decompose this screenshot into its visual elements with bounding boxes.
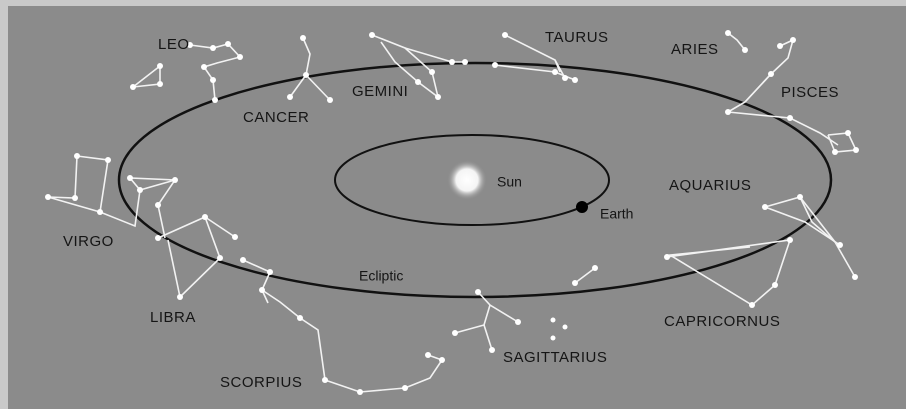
sun [447, 160, 487, 200]
ecliptic-label: Ecliptic [359, 268, 403, 284]
constellation-label: SAGITTARIUS [503, 349, 607, 366]
page: LEO CANCER GEMINI TAURUS ARIES PISCES AQ… [0, 0, 906, 409]
constellation-label: GEMINI [352, 83, 408, 100]
constellation-label: CANCER [243, 109, 309, 126]
constellation-label: SCORPIUS [220, 374, 302, 391]
constellation-label: TAURUS [545, 29, 609, 46]
constellation-label: VIRGO [63, 233, 114, 250]
constellation-label: AQUARIUS [669, 177, 751, 194]
constellation-label: PISCES [781, 84, 839, 101]
constellation-label: CAPRICORNUS [664, 313, 780, 330]
constellation-label: LEO [158, 36, 190, 53]
constellation-label: LIBRA [150, 309, 196, 326]
zodiac-diagram: LEO CANCER GEMINI TAURUS ARIES PISCES AQ… [0, 0, 906, 409]
constellation-label: ARIES [671, 41, 719, 58]
earth-label: Earth [600, 206, 633, 222]
earth [576, 201, 588, 213]
background [8, 6, 906, 409]
sun-label: Sun [497, 174, 522, 190]
